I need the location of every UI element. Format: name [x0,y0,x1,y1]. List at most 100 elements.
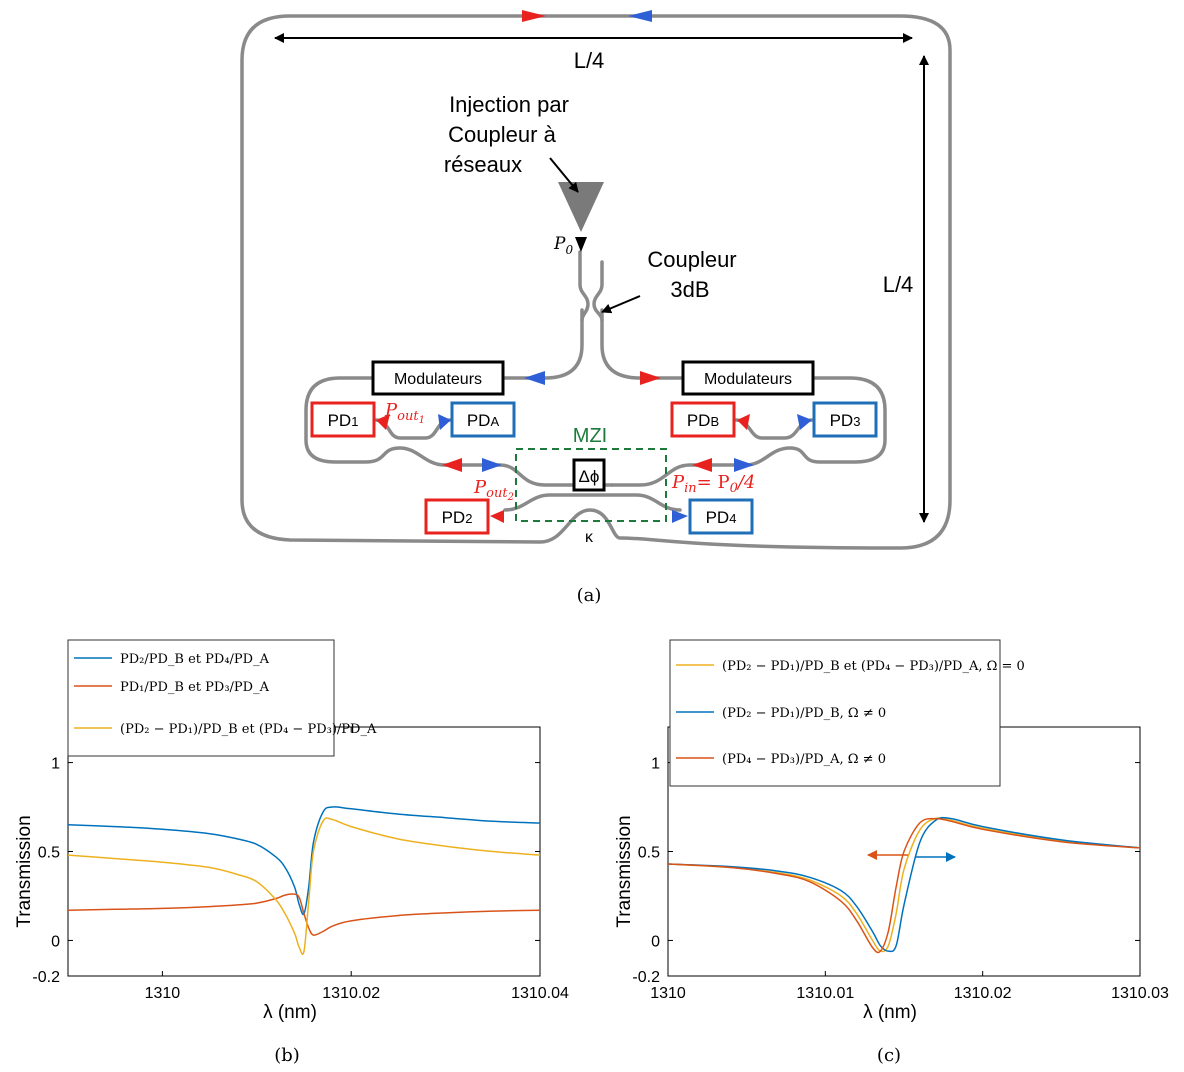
injection-pointer-arrow [549,157,579,193]
p0-label: P0 [553,234,573,257]
caption-b: (b) [274,1045,300,1066]
left-loop-to-modulator [503,308,584,380]
legend-label: (PD₄ − PD₃)/PD_A, Ω ≠ 0 [722,752,886,767]
red-arrow-left-mid-icon [442,458,462,472]
blue-arrow-pd4-icon [672,510,688,523]
legend: (PD₂ − PD₁)/PD_B et (PD₄ − PD₃)/PD_A, Ω … [669,639,1025,787]
blue-arrow-pd3-icon [797,414,812,430]
caption-a: (a) [577,585,602,606]
pd1-label: PD1 [328,411,359,430]
modulator-left-box [371,360,505,396]
modulator-right-label: Modulateurs [704,371,792,388]
x-tick-label: 1310.03 [1111,985,1169,1002]
x-axis-label: λ (nm) [263,1002,317,1023]
x-tick-label: 1310.01 [796,985,854,1002]
y-tick-label: -0.2 [632,969,660,986]
y-tick-label: 1 [51,756,60,773]
legend-label: (PD₂ − PD₁)/PD_B, Ω ≠ 0 [722,706,886,721]
coupler-pointer-arrow [601,295,641,314]
x-tick-label: 1310.02 [954,985,1012,1002]
pd3-label: PD3 [830,411,861,430]
y-axis-label: Transmission [14,815,35,927]
top-length-label: L/4 [574,48,605,73]
injection-label-line3: réseaux [444,152,522,177]
x-tick-label: 1310 [145,985,181,1002]
y-tick-label: 0.5 [38,845,60,862]
coupler-right-guide [592,260,604,322]
series-line [668,817,1140,954]
red-arrow-right-mid-icon [692,458,712,472]
caption-c: (c) [877,1045,901,1066]
y-tick-label: 1 [651,756,660,773]
pd4-box [688,498,754,535]
injection-label-line2: Coupleur à [448,122,556,147]
left-inner-loop [304,376,572,487]
pout2-label: Pout2 [473,477,514,503]
blue-arrow-left-modulator-icon [524,371,545,385]
blue-arrow-left-mid-icon [482,458,502,472]
red-arrow-pd2-icon [490,510,504,523]
series-line [68,817,540,955]
legend-box [67,639,335,757]
x-tick-label: 1310 [650,985,686,1002]
red-direction-arrow-icon [522,10,546,22]
series-line [668,817,1140,953]
red-arrow-pd1-icon [376,414,390,430]
coupler-left-guide [578,250,590,322]
coupler-label-line2: 3dB [670,277,709,302]
phase-shifter-box [572,458,606,492]
side-length-label: L/4 [883,272,914,297]
coupler-label-line1: Coupleur [647,247,736,272]
kappa-label: κ [585,529,594,546]
p0-arrow-icon [575,237,587,252]
x-axis-label: λ (nm) [863,1002,917,1023]
pout1-label: Pout1 [384,400,425,426]
red-arrow-pdb-icon [737,414,750,430]
blue-arrow-right-mid-icon [734,458,754,472]
plot-c: -0.2 0 0.5 1 1310 1310.01 1310.02 1310.03 λ (nm)… [614,639,1169,1023]
legend-label: PD₁/PD_B et PD₃/PD_A [120,680,270,695]
y-tick-label: 0.5 [638,845,660,862]
pdb-label: PDB [687,411,719,430]
pin-label: Pin= P0/4 [671,472,755,496]
plot-area [67,726,541,977]
modulator-right-box [681,360,815,396]
pda-label: PDA [467,411,500,430]
pd2-box [424,498,490,535]
blue-direction-arrow-icon [628,10,652,22]
right-inner-loop [610,376,887,487]
legend-box [669,639,1001,787]
y-axis-label: Transmission [614,815,635,927]
x-tick-label: 1310.02 [322,985,380,1002]
pd2-label: PD2 [442,508,473,527]
legend-label: PD₂/PD_B et PD₄/PD_A [120,652,270,667]
legend: PD₂/PD_B et PD₄/PD_A PD₁/PD_B et PD₃/PD_A… [67,639,377,757]
pd1-box [310,401,376,438]
pdb-box [670,401,736,438]
blue-arrow-pda-icon [438,414,451,430]
modulator-left-label: Modulateurs [394,371,482,388]
series-line [668,816,1140,953]
mzi-arm-bottom [503,493,682,512]
grating-coupler-icon [558,182,604,232]
pda-box [450,401,516,438]
legend-label: (PD₂ − PD₁)/PD_B et (PD₄ − PD₃)/PD_A [120,722,377,737]
pd4-label: PD4 [706,508,737,527]
series-line [68,806,540,916]
series-line [68,893,540,936]
pd3-box [812,401,878,438]
x-tick-label: 1310.04 [511,985,569,1002]
y-tick-label: 0 [51,933,60,950]
right-loop-to-modulator [600,308,684,380]
mzi-box [515,448,667,522]
outer-waveguide-loop [240,14,952,550]
injection-label-line1: Injection par [449,92,569,117]
y-tick-label: 0 [651,933,660,950]
red-arrow-right-modulator-icon [640,371,661,385]
phase-shifter-label: Δϕ [579,467,600,486]
mzi-label: MZI [573,425,607,447]
y-tick-label: -0.2 [32,969,60,986]
plot-b: -0.2 0 0.5 1 1310 1310.02 1310.04 λ (nm) Transmi… [14,639,569,1023]
legend-label: (PD₂ − PD₁)/PD_B et (PD₄ − PD₃)/PD_A, Ω … [722,659,1025,674]
